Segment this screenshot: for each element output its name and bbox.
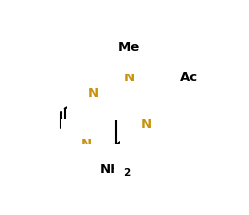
Text: N: N <box>124 71 135 84</box>
Text: N: N <box>140 118 151 131</box>
Text: Me: Me <box>118 41 140 54</box>
Text: N: N <box>163 71 174 84</box>
Text: NH: NH <box>100 163 122 176</box>
Text: 2: 2 <box>123 168 130 178</box>
Text: N: N <box>81 138 92 152</box>
Text: Ac: Ac <box>180 71 198 84</box>
Text: N: N <box>87 87 98 100</box>
